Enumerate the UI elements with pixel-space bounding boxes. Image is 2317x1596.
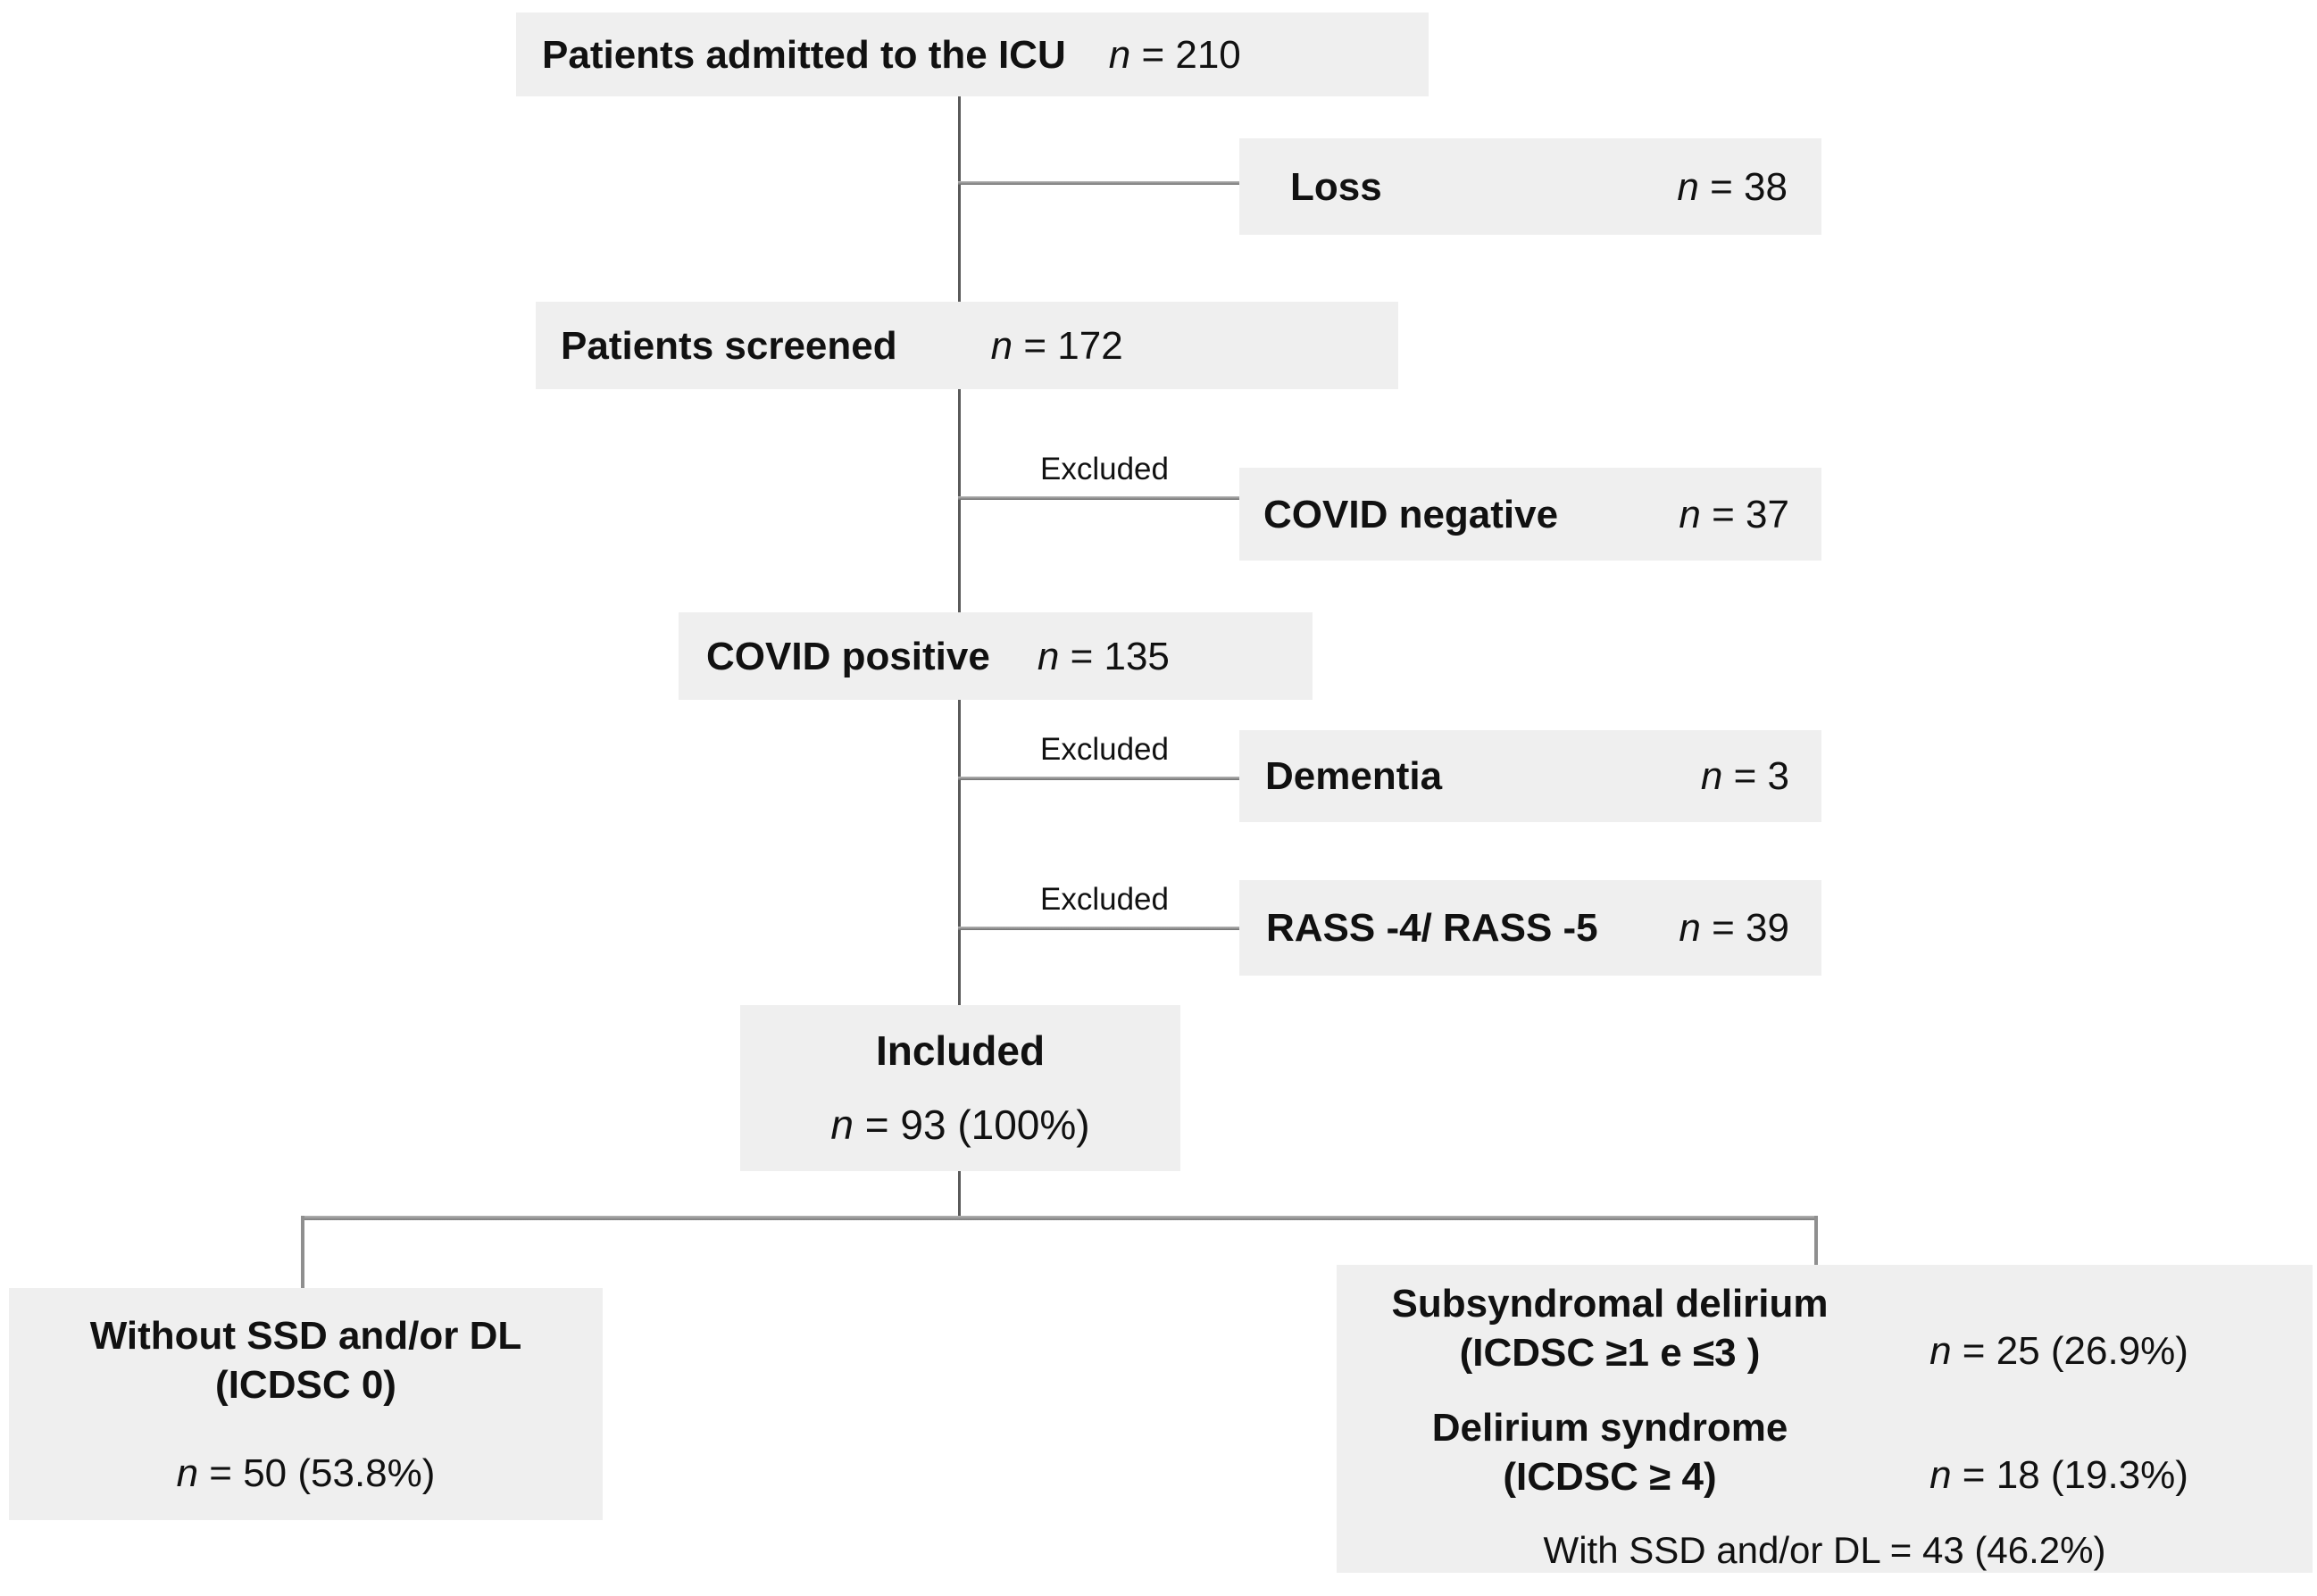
node-loss-count: n = 38 xyxy=(1677,162,1788,212)
connector-to-covid-negative xyxy=(958,496,1241,500)
n-symbol: n xyxy=(1929,1452,1952,1497)
n-symbol: n xyxy=(830,1101,854,1148)
n-value: = 93 (100%) xyxy=(864,1101,1090,1148)
excluded-label-rass: Excluded xyxy=(1040,882,1169,917)
n-symbol: n xyxy=(1037,634,1060,678)
node-without-ssd-dl-line1: Without SSD and/or DL xyxy=(89,1313,522,1358)
node-ssd-dl-outcomes: Subsyndromal delirium (ICDSC ≥1 e ≤3 ) n… xyxy=(1337,1265,2313,1573)
n-value: = 37 xyxy=(1712,492,1789,536)
node-loss-label: Loss xyxy=(1290,164,1382,209)
n-value: = 25 (26.9%) xyxy=(1962,1328,2188,1373)
node-patients-admitted-label: Patients admitted to the ICU xyxy=(542,32,1066,77)
node-included-label: Included xyxy=(875,1027,1046,1074)
node-dementia: Dementia n = 3 xyxy=(1239,730,1821,822)
node-covid-negative: COVID negative n = 37 xyxy=(1239,468,1821,561)
with-ssd-dl-total: With SSD and/or DL = 43 (46.2%) xyxy=(1543,1528,2106,1571)
connector-covid-positive-to-included xyxy=(958,700,961,1005)
node-covid-positive-label: COVID positive xyxy=(706,634,990,678)
n-symbol: n xyxy=(1929,1328,1952,1373)
n-symbol: n xyxy=(1700,754,1723,798)
n-symbol: n xyxy=(1679,492,1701,536)
excluded-label-dementia: Excluded xyxy=(1040,732,1169,767)
connector-to-rass xyxy=(958,927,1241,930)
n-symbol: n xyxy=(176,1451,199,1495)
n-value: = 172 xyxy=(1023,323,1123,368)
node-without-ssd-dl-count: n = 50 (53.8%) xyxy=(177,1449,436,1498)
excluded-label-covid-negative: Excluded xyxy=(1040,452,1169,486)
n-value: = 3 xyxy=(1733,754,1789,798)
connector-included-to-branch xyxy=(958,1171,961,1219)
subsyndromal-delirium-line2: (ICDSC ≥1 e ≤3 ) xyxy=(1459,1331,1761,1376)
node-patients-admitted: Patients admitted to the ICU n = 210 xyxy=(516,12,1429,96)
node-dementia-count: n = 3 xyxy=(1701,752,1789,801)
n-value: = 39 xyxy=(1712,906,1789,950)
n-value: = 38 xyxy=(1710,164,1788,209)
connector-to-loss xyxy=(958,181,1241,185)
subsyndromal-delirium-row: Subsyndromal delirium (ICDSC ≥1 e ≤3 ) n… xyxy=(1337,1279,2313,1378)
n-symbol: n xyxy=(1677,164,1699,209)
subsyndromal-delirium-count: n = 25 (26.9%) xyxy=(1883,1326,2313,1378)
connector-to-dementia xyxy=(958,777,1241,780)
n-value: = 210 xyxy=(1141,32,1241,77)
n-value: = 50 (53.8%) xyxy=(209,1451,436,1495)
delirium-syndrome-row: Delirium syndrome (ICDSC ≥ 4) n = 18 (19… xyxy=(1337,1403,2313,1502)
connector-admitted-to-screened xyxy=(958,96,961,302)
node-covid-negative-count: n = 37 xyxy=(1679,490,1789,539)
node-covid-positive: COVID positive n = 135 xyxy=(679,612,1313,700)
node-without-ssd-dl-line2: (ICDSC 0) xyxy=(215,1362,396,1407)
node-loss: Loss n = 38 xyxy=(1239,138,1821,235)
node-included: Included n = 93 (100%) xyxy=(740,1005,1180,1171)
n-symbol: n xyxy=(1679,906,1701,950)
connector-screened-to-covid-positive xyxy=(958,389,961,612)
n-value: = 18 (19.3%) xyxy=(1962,1452,2188,1497)
node-dementia-label: Dementia xyxy=(1265,754,1443,798)
node-patients-screened-label: Patients screened xyxy=(561,323,897,368)
node-rass-label: RASS -4/ RASS -5 xyxy=(1266,906,1598,950)
subsyndromal-delirium-label: Subsyndromal delirium (ICDSC ≥1 e ≤3 ) xyxy=(1337,1279,1883,1378)
n-symbol: n xyxy=(1108,32,1131,77)
n-value: = 135 xyxy=(1070,634,1170,678)
node-patients-screened-count: n = 172 xyxy=(991,321,1123,370)
node-covid-negative-label: COVID negative xyxy=(1263,492,1559,536)
branch-left-connector xyxy=(301,1216,304,1290)
node-without-ssd-dl: Without SSD and/or DL (ICDSC 0) n = 50 (… xyxy=(9,1288,603,1520)
node-covid-positive-count: n = 135 xyxy=(1038,632,1170,681)
delirium-syndrome-line1: Delirium syndrome xyxy=(1431,1405,1788,1450)
node-included-count: n = 93 (100%) xyxy=(830,1100,1089,1151)
node-patients-admitted-count: n = 210 xyxy=(1109,30,1241,79)
n-symbol: n xyxy=(990,323,1013,368)
subsyndromal-delirium-line1: Subsyndromal delirium xyxy=(1391,1282,1829,1326)
branch-horizontal-connector xyxy=(301,1216,1818,1220)
delirium-syndrome-count: n = 18 (19.3%) xyxy=(1883,1451,2313,1502)
branch-right-connector xyxy=(1814,1216,1818,1267)
node-rass: RASS -4/ RASS -5 n = 39 xyxy=(1239,880,1821,976)
delirium-syndrome-line2: (ICDSC ≥ 4) xyxy=(1503,1455,1717,1500)
node-patients-screened: Patients screened n = 172 xyxy=(536,302,1398,389)
delirium-syndrome-label: Delirium syndrome (ICDSC ≥ 4) xyxy=(1337,1403,1883,1502)
node-rass-count: n = 39 xyxy=(1679,903,1789,952)
